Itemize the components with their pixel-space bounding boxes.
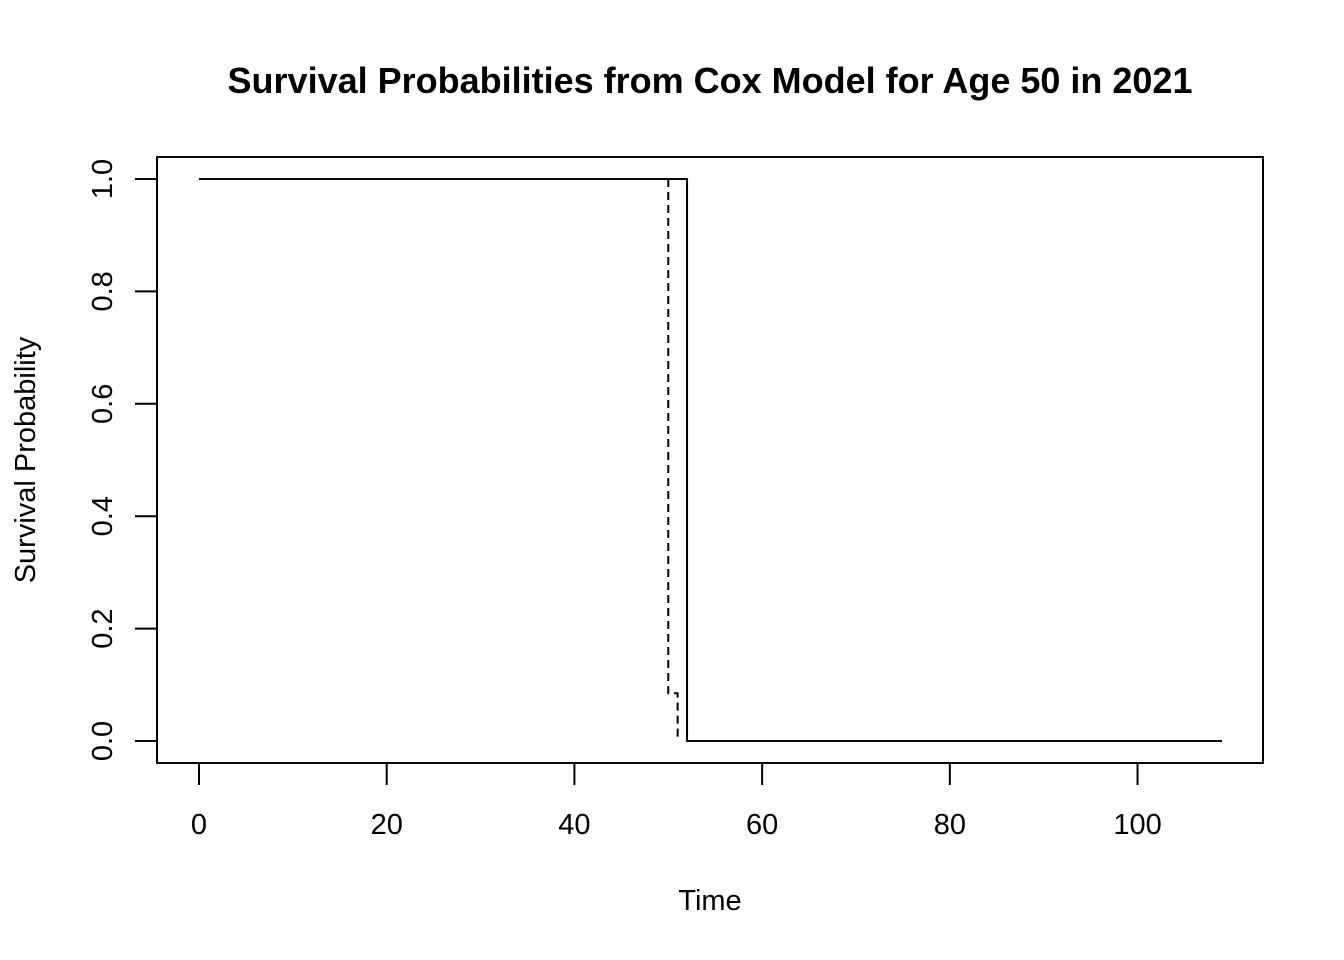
x-tick-label: 0 <box>191 809 207 841</box>
y-tick-label: 0.6 <box>87 384 119 424</box>
plot-frame <box>156 156 1264 764</box>
y-axis-label: Survival Probability <box>10 336 42 583</box>
y-tick-label: 0.8 <box>87 271 119 311</box>
x-axis: 0 20 40 60 80 100 <box>191 762 1162 841</box>
series-layer <box>199 178 1222 742</box>
series-dashed-line <box>667 179 679 741</box>
x-tick-label: 60 <box>746 809 778 841</box>
y-tick-label: 1.0 <box>87 159 119 199</box>
x-tick-label: 100 <box>1113 809 1161 841</box>
x-tick-label: 80 <box>934 809 966 841</box>
x-axis-label: Time <box>678 885 741 917</box>
y-tick-label: 0.4 <box>87 496 119 536</box>
series-solid-line <box>199 178 1222 742</box>
y-tick-label: 0.0 <box>87 721 119 761</box>
x-tick-label: 40 <box>558 809 590 841</box>
chart-title: Survival Probabilities from Cox Model fo… <box>228 60 1193 101</box>
x-tick-label: 20 <box>371 809 403 841</box>
y-tick-label: 0.2 <box>87 608 119 648</box>
y-axis: 0.0 0.2 0.4 0.6 0.8 1.0 <box>87 159 158 761</box>
